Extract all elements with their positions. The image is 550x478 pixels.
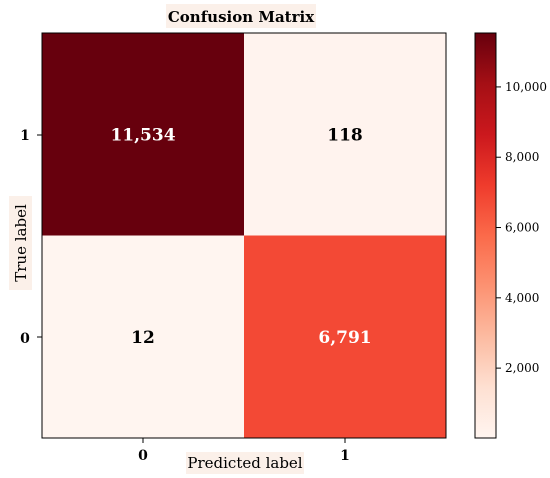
xlabel-background — [186, 452, 304, 474]
heatmap-cell-1-1 — [244, 235, 446, 438]
heatmap-cell-0-1 — [244, 33, 446, 236]
cell-value-label: 118 — [327, 125, 363, 145]
heatmap-cells: 11,534 118 12 6,791 — [42, 33, 446, 438]
plot-frame — [41, 32, 447, 439]
y-tick-label-1: 1 — [20, 128, 30, 144]
colorbar-tick-label: 8,000 — [505, 150, 539, 164]
x-tick-label-0: 0 — [138, 448, 148, 464]
title-background — [166, 4, 316, 28]
colorbar — [474, 32, 497, 439]
colorbar-tick-label: 10,000 — [505, 80, 547, 94]
x-tick-label-1: 1 — [340, 448, 350, 464]
y-axis-label: True label — [12, 204, 30, 282]
colorbar-ticks: 2,000 4,000 6,000 8,000 10,000 — [496, 80, 547, 375]
chart-title: Confusion Matrix — [168, 8, 315, 26]
colorbar-tick-label: 6,000 — [505, 221, 539, 235]
cell-value-label: 12 — [131, 328, 155, 348]
heatmap-cell-1-0 — [42, 235, 244, 438]
cell-value-label: 11,534 — [110, 125, 175, 145]
cell-value-label: 6,791 — [318, 328, 371, 348]
y-tick-label-0: 0 — [20, 331, 30, 347]
colorbar-tick-label: 4,000 — [505, 291, 539, 305]
x-axis-label: Predicted label — [187, 454, 302, 472]
heatmap-cell-0-0 — [42, 33, 244, 236]
ylabel-background — [9, 196, 32, 290]
colorbar-tick-label: 2,000 — [505, 361, 539, 375]
